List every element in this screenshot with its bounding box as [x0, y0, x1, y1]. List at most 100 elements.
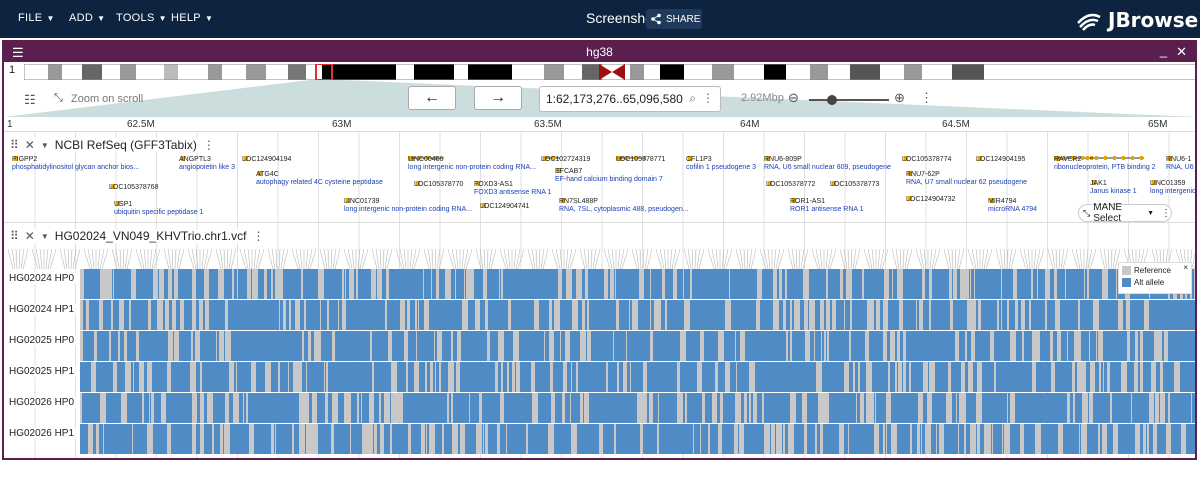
track-divider: [4, 222, 1195, 223]
genotype-matrix[interactable]: [4, 269, 1197, 458]
file-menu[interactable]: FILE ▼: [18, 12, 55, 24]
help-menu-label: HELP: [171, 12, 201, 24]
chevron-down-icon: ▼: [158, 13, 167, 23]
vcf-track-name: HG02024_VN049_KHVTrio.chr1.vcf: [54, 229, 247, 243]
gene-label[interactable]: LOC124904732: [906, 196, 956, 203]
gene-label[interactable]: LINC01359: [1150, 180, 1186, 187]
file-menu-label: FILE: [18, 12, 43, 24]
chevron-down-icon: ▼: [97, 13, 106, 23]
refseq-track-name: NCBI RefSeq (GFF3Tabix): [54, 138, 197, 152]
minimize-icon[interactable]: _: [1159, 43, 1167, 58]
gene-label[interactable]: LINC00466: [408, 156, 444, 163]
drag-handle-icon[interactable]: ⠿: [10, 229, 19, 243]
zoom-out-icon[interactable]: ⊖: [788, 90, 799, 105]
drag-handle-icon[interactable]: ⠿: [10, 138, 19, 152]
tools-menu[interactable]: TOOLS ▼: [116, 12, 167, 24]
gene-label[interactable]: MIR4794: [988, 198, 1017, 205]
gene-label[interactable]: PIGPP2: [12, 156, 38, 163]
ruler-tick: 65M: [1148, 119, 1168, 130]
gene-label[interactable]: LOC124904195: [976, 156, 1026, 163]
vcf-track-header[interactable]: ⠿ ✕ ▼ HG02024_VN049_KHVTrio.chr1.vcf ⋮: [10, 229, 265, 243]
gene-label[interactable]: USP1: [114, 201, 133, 208]
legend-reference: Reference: [1122, 266, 1191, 275]
gene-description: RNA, U6 small nuclear 809, pseudogene: [764, 164, 891, 171]
zoom-slider[interactable]: [809, 95, 889, 105]
gene-label[interactable]: LOC124904741: [480, 203, 530, 210]
legend-alt-label: Alt allele: [1134, 278, 1165, 287]
ruler: 1 62.5M 63M 63.5M 64M 64.5M 65M: [4, 117, 1195, 132]
gene-label[interactable]: LOC105378768: [109, 184, 159, 191]
collapse-icon[interactable]: ▼: [40, 140, 49, 150]
track-selector-icon[interactable]: ☷: [24, 92, 36, 107]
gene-label[interactable]: EFCAB7: [555, 168, 583, 175]
gene-description: long intergenic non-protein coding RNA..…: [408, 164, 537, 171]
gene-glyphs: [14, 156, 1172, 208]
help-menu[interactable]: HELP ▼: [171, 12, 213, 24]
add-menu-label: ADD: [69, 12, 94, 24]
gene-label[interactable]: FOXD3-AS1: [474, 181, 513, 188]
zoom-in-icon[interactable]: ⊕: [894, 90, 905, 105]
gene-label[interactable]: LOC102724319: [541, 156, 591, 163]
track-menu-icon[interactable]: ⋮: [202, 138, 215, 152]
gene-label[interactable]: ATG4C: [256, 171, 279, 178]
more-vert-icon[interactable]: ⋮: [1161, 207, 1171, 219]
zoom-on-scroll-icon[interactable]: ⤡: [54, 92, 63, 104]
gene-label[interactable]: LOC105378773: [830, 181, 880, 188]
share-label: SHARE: [666, 13, 701, 25]
mane-select-dropdown[interactable]: ⤡ MANE Select ▼ ⋮: [1078, 202, 1172, 224]
gene-description: autophagy related 4C cysteine peptidase: [256, 179, 383, 186]
search-icon[interactable]: ⌕: [689, 91, 696, 105]
ruler-tick: 63M: [332, 119, 352, 130]
gene-label[interactable]: LOC105378771: [616, 156, 666, 163]
pan-right-button[interactable]: →: [474, 86, 522, 110]
gene-label[interactable]: RN7SL488P: [559, 198, 598, 205]
session-name[interactable]: Screenshot: [586, 10, 657, 26]
gene-label[interactable]: RNU6-1: [1166, 156, 1192, 163]
reference-swatch: [1122, 266, 1131, 275]
gene-label[interactable]: LOC105378774: [902, 156, 952, 163]
add-menu[interactable]: ADD ▼: [69, 12, 105, 24]
ideogram-chrom-label: 1: [9, 64, 16, 76]
legend-reference-label: Reference: [1134, 266, 1171, 275]
gene-description: microRNA 4794: [988, 206, 1038, 213]
genotype-legend: × Reference Alt allele: [1118, 262, 1192, 294]
location-search-input[interactable]: 1:62,173,276..65,096,580 ⌕ ⋮: [539, 86, 721, 112]
sample-row-label: HG02026 HP1: [6, 428, 78, 439]
collapse-icon[interactable]: ▼: [40, 231, 49, 241]
chevron-down-icon: ▼: [204, 13, 214, 23]
gene-label[interactable]: ROR1-AS1: [790, 198, 826, 205]
zoom-on-scroll-label[interactable]: Zoom on scroll: [71, 93, 144, 105]
location-value: 1:62,173,276..65,096,580: [546, 92, 683, 106]
region-size: 2.92Mbp: [741, 92, 784, 104]
mane-select-label: MANE Select: [1093, 202, 1123, 224]
close-track-icon[interactable]: ✕: [24, 138, 35, 152]
gene-label[interactable]: RAVER2: [1054, 156, 1082, 163]
gene-description: cofilin 1 pseudogene 3: [686, 164, 757, 171]
gene-label[interactable]: LOC124904194: [242, 156, 292, 163]
gene-label[interactable]: LOC105378772: [766, 181, 816, 188]
close-track-icon[interactable]: ✕: [24, 229, 35, 243]
gene-description: Janus kinase 1: [1090, 188, 1137, 195]
alt-swatch: [1122, 278, 1131, 287]
view-menu-icon[interactable]: ☰: [12, 45, 24, 60]
share-button[interactable]: SHARE: [646, 9, 702, 29]
pan-left-button[interactable]: ←: [408, 86, 456, 110]
gene-label[interactable]: RNU6-809P: [764, 156, 802, 163]
legend-close-icon[interactable]: ×: [1183, 263, 1188, 272]
gene-label[interactable]: LINC01739: [344, 198, 380, 205]
close-icon[interactable]: ✕: [1176, 44, 1187, 59]
gene-description: ubiquitin specific peptidase 1: [114, 209, 204, 216]
gene-label[interactable]: LOC105378770: [414, 181, 464, 188]
zoom-slider-thumb[interactable]: [827, 95, 837, 105]
refseq-track-header[interactable]: ⠿ ✕ ▼ NCBI RefSeq (GFF3Tabix) ⋮: [10, 138, 215, 152]
chromosome-ideogram[interactable]: [24, 64, 1196, 80]
gene-label[interactable]: RNU7-62P: [906, 171, 940, 178]
more-vert-icon[interactable]: ⋮: [702, 91, 714, 105]
gene-label[interactable]: JAK1: [1090, 180, 1107, 187]
gene-description: EF-hand calcium binding domain 7: [555, 176, 663, 183]
gene-label[interactable]: CFL1P3: [686, 156, 712, 163]
track-menu-icon[interactable]: ⋮: [252, 229, 265, 243]
view-options-icon[interactable]: ⋮: [920, 90, 933, 105]
gene-label[interactable]: ANGPTL3: [179, 156, 211, 163]
ruler-tick: 63.5M: [534, 119, 562, 130]
